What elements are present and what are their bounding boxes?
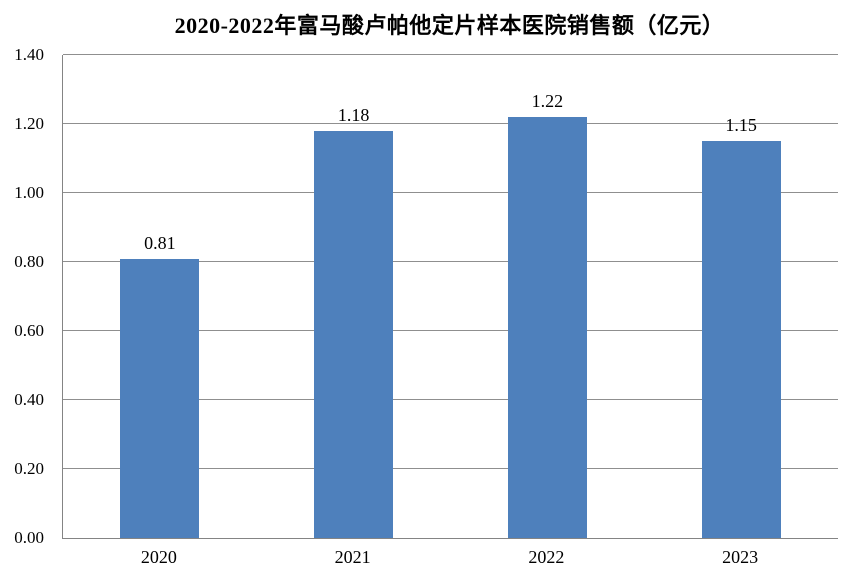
bar-2021 (314, 130, 394, 538)
gridline-0.80 (63, 261, 838, 262)
y-axis-label-0.00: 0.00 (14, 528, 44, 547)
x-axis-label-2023: 2023 (722, 547, 759, 567)
bar-value-label-2022: 1.22 (531, 91, 564, 112)
bar-value-label-2023: 1.15 (725, 115, 757, 136)
bar-value-label-2021: 1.18 (337, 104, 370, 125)
y-axis-label-1.20: 1.20 (14, 114, 44, 133)
gridline-1.40 (63, 54, 838, 55)
y-axis-label-0.80: 0.80 (14, 252, 44, 271)
bar-2023 (701, 141, 781, 538)
y-axis-label-1.00: 1.00 (14, 183, 44, 202)
x-axis-label-2022: 2022 (528, 547, 565, 567)
bar-2020 (120, 258, 200, 538)
x-axis-label-2020: 2020 (140, 547, 177, 567)
gridline-1.20 (63, 123, 838, 124)
chart-title: 2020-2022年富马酸卢帕他定片样本医院销售额（亿元） (174, 13, 725, 38)
y-axis-label-0.20: 0.20 (14, 459, 44, 478)
y-axis-label-0.40: 0.40 (14, 390, 44, 409)
plot-area: 0.81 1.18 1.22 1.15 (62, 54, 838, 539)
x-axis-label-2021: 2021 (334, 547, 371, 567)
bar-value-label-2020: 0.81 (144, 232, 176, 253)
y-axis-label-1.40: 1.40 (14, 45, 44, 64)
gridline-0.60 (63, 330, 838, 331)
gridline-1.00 (63, 192, 838, 193)
gridline-0.40 (63, 399, 838, 400)
gridline-0.20 (63, 468, 838, 469)
bar-2022 (507, 117, 587, 538)
y-axis-label-0.60: 0.60 (14, 321, 44, 340)
